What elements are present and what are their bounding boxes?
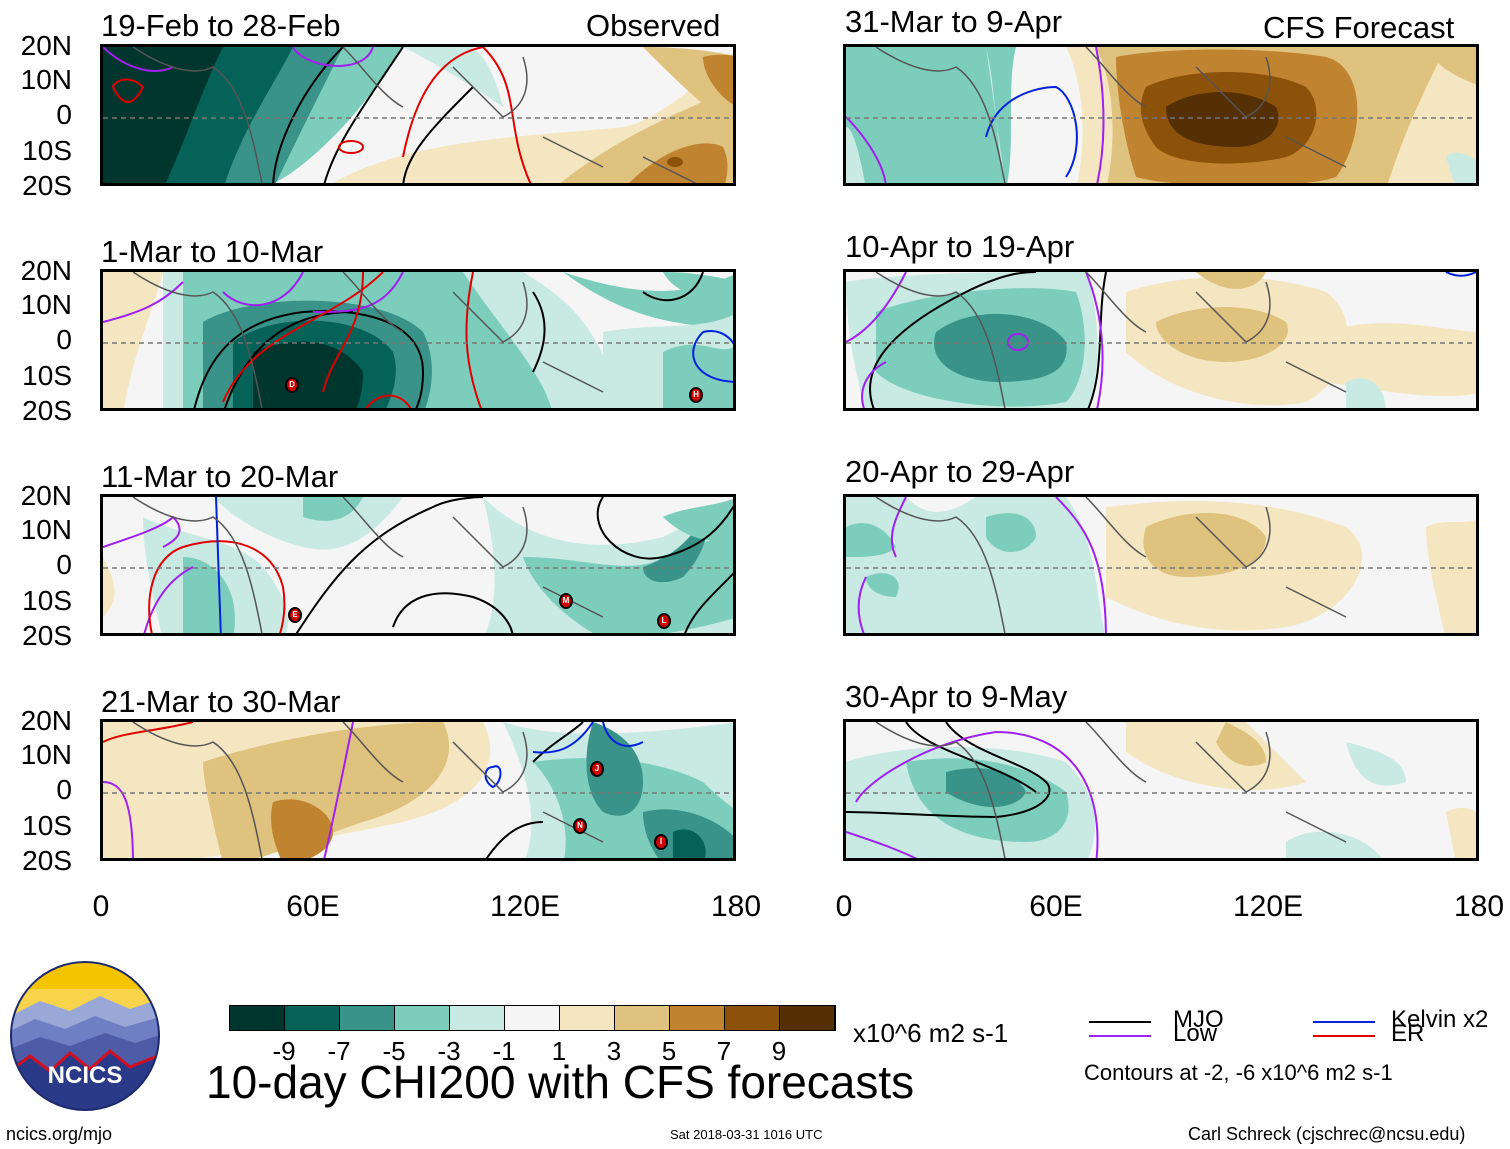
colorbar-swatch [560, 1006, 615, 1030]
lat-label: 20N [20, 480, 72, 511]
lon-label-180-right: 180 [1453, 890, 1505, 923]
storm-marker: H [689, 387, 703, 403]
legend-er-label: ER [1391, 1020, 1425, 1047]
lat-label: 20S [22, 395, 72, 426]
colorbar-label: -1 [492, 1036, 516, 1066]
lat-label: 0 [56, 99, 72, 130]
lat-label: 20N [20, 255, 72, 286]
colorbar-label: -3 [437, 1036, 461, 1066]
lon-label-0-right: 0 [835, 890, 853, 923]
lat-label: 10S [22, 135, 72, 166]
colorbar-label: 1 [551, 1036, 567, 1066]
colorbar-swatch [340, 1006, 395, 1030]
lat-label: 10N [20, 739, 72, 770]
panel-title-4: 21-Mar to 30-Mar [101, 684, 341, 719]
map-panel-1 [100, 44, 736, 186]
lat-label: 10N [20, 64, 72, 95]
lon-label-60e-right: 60E [1029, 890, 1083, 923]
panel-title-6: 10-Apr to 19-Apr [845, 229, 1075, 264]
colorbar-label: 3 [606, 1036, 622, 1066]
lon-label-120e-right: 120E [1232, 890, 1304, 923]
storm-marker: I [654, 834, 668, 850]
lon-label-60e: 60E [286, 890, 340, 923]
map-panel-6 [843, 269, 1479, 411]
colorbar-label: -5 [382, 1036, 406, 1066]
colorbar [229, 1005, 836, 1031]
lat-label: 10S [22, 810, 72, 841]
storm-marker: J [590, 761, 604, 777]
footer-credit: Carl Schreck (cjschrec@ncsu.edu) [1188, 1124, 1466, 1144]
storm-marker: D [285, 377, 299, 393]
lat-label: 20S [22, 170, 72, 201]
panel-title-2: 1-Mar to 10-Mar [101, 234, 324, 269]
lat-label: 10N [20, 289, 72, 320]
main-title: 10-day CHI200 with CFS forecasts [206, 1056, 915, 1108]
colorbar-swatch [395, 1006, 450, 1030]
ncics-logo: NCICS [10, 961, 160, 1111]
storm-marker: L [657, 613, 671, 629]
storm-marker: E [288, 607, 302, 623]
lat-label: 0 [56, 774, 72, 805]
forecast-label: CFS Forecast [1263, 10, 1455, 45]
colorbar-units: x10^6 m2 s-1 [853, 1018, 1009, 1048]
lon-label-120e: 120E [489, 890, 561, 923]
map-panel-3 [100, 494, 736, 636]
panel-title-1: 19-Feb to 28-Feb [101, 8, 341, 43]
map-panel-2 [100, 269, 736, 411]
colorbar-swatch [230, 1006, 285, 1030]
colorbar-swatch [450, 1006, 505, 1030]
legend-kelvin-line [1313, 1021, 1375, 1023]
legend-mjo-line [1089, 1021, 1151, 1023]
lat-label: 10S [22, 360, 72, 391]
lat-label: 0 [56, 549, 72, 580]
lat-label: 10S [22, 585, 72, 616]
legend-low-label: Low [1173, 1020, 1218, 1047]
contours-note: Contours at -2, -6 x10^6 m2 s-1 [1084, 1060, 1393, 1085]
colorbar-label: -9 [272, 1036, 296, 1066]
map-panel-7 [843, 494, 1479, 636]
lat-label: 20S [22, 620, 72, 651]
lat-label: 0 [56, 324, 72, 355]
map-panel-5 [843, 44, 1479, 186]
legend-mjo-label: MJO [1173, 1006, 1224, 1033]
colorbar-swatch [505, 1006, 560, 1030]
legend-er-line [1313, 1035, 1375, 1037]
lon-label-0: 0 [92, 890, 110, 923]
storm-marker: M [559, 593, 573, 609]
map-panel-8 [843, 719, 1479, 861]
footer-url[interactable]: ncics.org/mjo [6, 1124, 113, 1144]
colorbar-label: -7 [327, 1036, 351, 1066]
colorbar-swatch [615, 1006, 670, 1030]
panel-title-7: 20-Apr to 29-Apr [845, 454, 1075, 489]
colorbar-label: 5 [661, 1036, 677, 1066]
storm-marker: N [573, 818, 587, 834]
colorbar-swatch [670, 1006, 725, 1030]
panel-title-3: 11-Mar to 20-Mar [101, 459, 339, 494]
colorbar-label: 9 [771, 1036, 787, 1066]
lat-label: 10N [20, 514, 72, 545]
map-panel-4 [100, 719, 736, 861]
colorbar-swatch [780, 1006, 835, 1030]
colorbar-swatch [285, 1006, 340, 1030]
footer-timestamp: Sat 2018-03-31 1016 UTC [670, 1127, 823, 1142]
logo-text: NCICS [48, 1062, 123, 1089]
lat-label: 20N [20, 30, 72, 61]
panel-title-8: 30-Apr to 9-May [845, 679, 1068, 714]
observed-label: Observed [586, 8, 721, 43]
legend-kelvin-label: Kelvin x2 [1391, 1006, 1489, 1033]
colorbar-label: 7 [716, 1036, 732, 1066]
panel-title-5: 31-Mar to 9-Apr [845, 4, 1063, 39]
legend-low-line [1089, 1035, 1151, 1037]
lon-label-180: 180 [710, 890, 762, 923]
lat-label: 20N [20, 705, 72, 736]
lat-label: 20S [22, 845, 72, 876]
colorbar-swatch [725, 1006, 780, 1030]
